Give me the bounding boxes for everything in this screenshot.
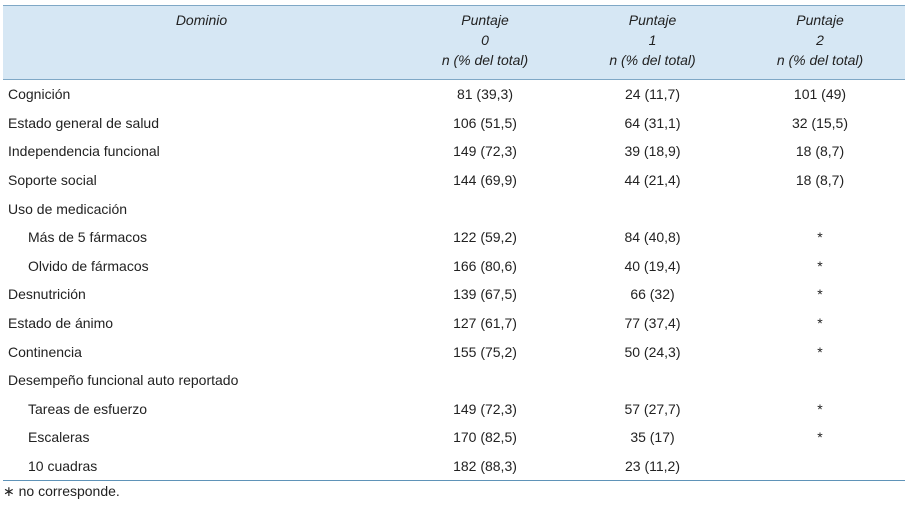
table-body: Cognición 81 (39,3) 24 (11,7) 101 (49) Estad… [3,80,905,482]
table-row: Estado de ánimo 127 (61,7) 77 (37,4) * [3,309,905,338]
row-label: Independencia funcional [8,143,160,160]
table-row: Uso de medicación [3,194,905,223]
cell: 18 (8,7) [795,143,845,160]
cell: 44 (21,4) [624,172,681,189]
table-row: Escaleras 170 (82,5) 35 (17) * [3,423,905,452]
cell: 139 (67,5) [453,286,517,303]
table-row: Independencia funcional 149 (72,3) 39 (18,… [3,137,905,166]
cell: * [817,400,823,417]
table-row: Más de 5 fármacos 122 (59,2) 84 (40,8) * [3,223,905,252]
header-line: 2 [816,32,824,48]
table-row: Cognición 81 (39,3) 24 (11,7) 101 (49) [3,80,905,109]
cell: 50 (24,3) [624,343,681,360]
cell: 166 (80,6) [453,257,517,274]
cell: 35 (17) [630,429,675,446]
header-cell: Dominio [3,5,400,80]
header-line: 0 [481,32,489,48]
cell [735,194,905,223]
cell: 127 (61,7) [453,315,517,332]
row-label: 10 cuadras [3,451,400,482]
header-row: Dominio Puntaje 0 n (% del total) Puntaje 1 n … [3,5,905,80]
footnote: ∗ no corresponde. [3,483,120,499]
cell: 81 (39,3) [456,86,514,103]
row-label: Más de 5 fármacos [28,229,148,246]
cell [400,194,570,223]
cell: 66 (32) [630,286,675,303]
header-cell: Puntaje 2 n (% del total) [735,5,905,80]
cell: 106 (51,5) [453,114,517,131]
row-label: Desnutrición [8,286,86,303]
header-line: n (% del total) [776,52,864,68]
cell: 77 (37,4) [624,315,681,332]
cell [735,366,905,395]
table-row: Soporte social 144 (69,9) 44 (21,4) 18 (8,7… [3,166,905,195]
cell: * [817,315,823,332]
cell: * [817,343,823,360]
cell: 155 (75,2) [453,343,517,360]
table-row: Olvido de fármacos 166 (80,6) 40 (19,4) * [3,252,905,281]
cell: 122 (59,2) [453,229,517,246]
header-line: Puntaje [796,12,844,28]
cell: 32 (15,5) [791,114,849,131]
header-line: 1 [648,32,657,48]
row-label: Estado general de salud [8,114,159,131]
row-label: Continencia [8,343,82,360]
row-label: Tareas de esfuerzo [28,400,148,417]
cell [570,194,735,223]
row-label: Uso de medicación [8,200,128,217]
cell: 170 (82,5) [453,429,517,446]
table-row: Desnutrición 139 (67,5) 66 (32) * [3,280,905,309]
data-table: Dominio Puntaje 0 n (% del total) Puntaje 1 n … [3,5,905,482]
cell: * [817,429,823,446]
cell: 24 (11,7) [625,86,680,103]
cell: 84 (40,8) [624,229,681,246]
cell: 101 (49) [793,86,847,103]
header-line: Dominio [175,12,228,28]
row-label: Escaleras [28,429,90,446]
cell: * [817,286,823,303]
header-line: n (% del total) [609,52,696,68]
row-label: Cognición [8,86,71,103]
cell: 39 (18,9) [624,143,681,160]
cell [400,366,570,395]
cell: 40 (19,4) [624,257,681,274]
header-line: Puntaje [461,12,509,28]
table-row: Desempeño funcional auto reportado [3,366,905,395]
cell: 144 (69,9) [453,172,517,189]
cell: 18 (8,7) [795,172,845,189]
table-row: Tareas de esfuerzo 149 (72,3) 57 (27,7) * [3,395,905,424]
cell: 149 (72,3) [453,400,517,417]
cell: * [817,229,823,246]
header-cell: Puntaje 1 n (% del total) [570,5,735,80]
row-label: Olvido de fármacos [28,257,149,274]
row-label: Desempeño funcional auto reportado [8,372,239,389]
header-line: n (% del total) [441,52,529,68]
row-label: Estado de ánimo [8,315,114,332]
cell: 149 (72,3) [453,143,517,160]
cell: 23 (11,2) [570,451,735,482]
header-line: Puntaje [628,12,677,28]
cell: 57 (27,7) [624,400,681,417]
cell [735,451,905,482]
row-label: Soporte social [8,172,97,189]
header-cell: Puntaje 0 n (% del total) [400,5,570,80]
table-row: 10 cuadras 182 (88,3) 23 (11,2) [3,451,905,482]
cell: * [817,257,823,274]
cell: 182 (88,3) [400,451,570,482]
cell [570,366,735,395]
table-row: Continencia 155 (75,2) 50 (24,3) * [3,337,905,366]
cell: 64 (31,1) [624,114,681,131]
table-row: Estado general de salud 106 (51,5) 64 (31,… [3,109,905,138]
